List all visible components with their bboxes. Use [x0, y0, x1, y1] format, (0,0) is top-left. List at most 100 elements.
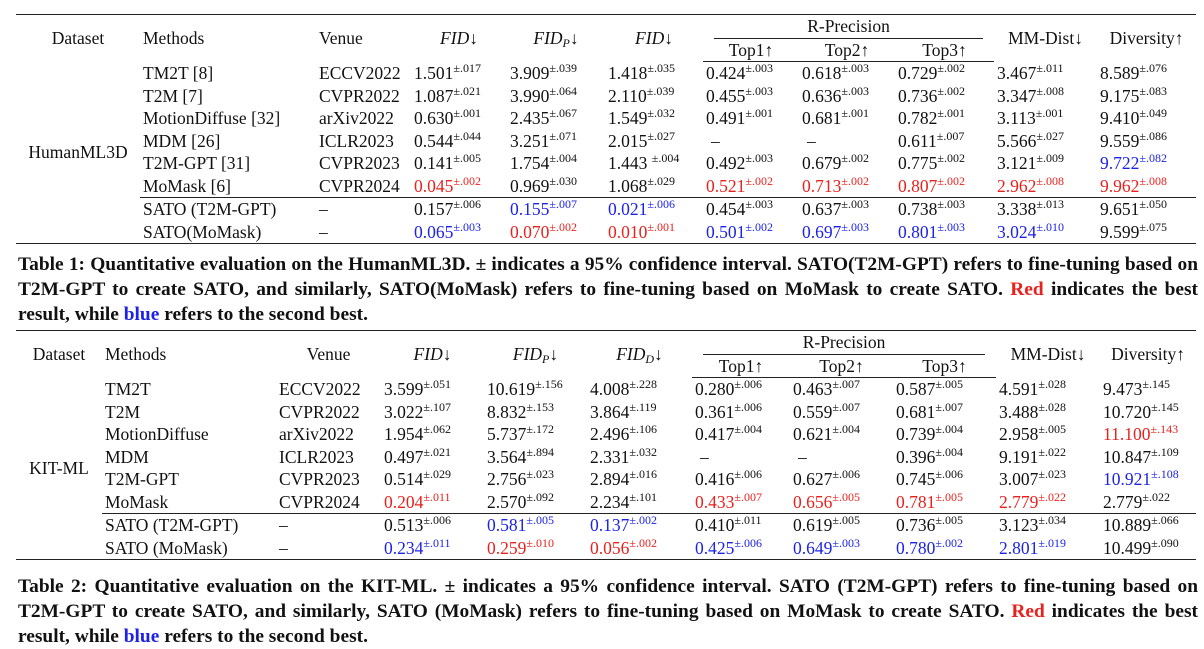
- metric-value: 0.234: [384, 537, 424, 558]
- fidd-arrow: ↓: [654, 344, 663, 364]
- method-cell: MDM: [105, 446, 149, 467]
- metric-cell: 1.087±.021: [411, 85, 507, 108]
- table-row: MoMask CVPR2024 0.204±.011 2.570±.092 2.234±…: [16, 491, 1196, 514]
- metric-cell: 0.021±.006: [605, 197, 703, 221]
- col-header-fidp: FIDP↓: [507, 14, 605, 62]
- metric-value: 1.501: [414, 62, 454, 83]
- metric-cell: 0.463±.007: [790, 378, 893, 401]
- metric-cell: 2.331±.032: [587, 446, 692, 469]
- metric-cell: 3.488±.028: [996, 401, 1100, 424]
- metric-cell: 0.619±.005: [790, 513, 893, 537]
- metric-cell: 9.722±.082: [1097, 152, 1196, 175]
- confidence-interval: ±.016: [629, 467, 657, 481]
- confidence-interval: ±.003: [937, 219, 965, 234]
- metric-cell: 0.697±.003: [799, 219, 895, 244]
- table-row: SATO (MoMask) –0.234±.011 0.259±.010 0.056±…: [16, 535, 1197, 560]
- caption1-red-word: Red: [1010, 279, 1044, 300]
- col-header-dataset: Dataset: [16, 330, 102, 378]
- venue-cell: ICLR2023: [279, 446, 354, 467]
- metric-value: 0.463: [793, 379, 833, 399]
- confidence-interval: ±.003: [841, 219, 869, 234]
- caption2-text-3: refers to the second best.: [164, 626, 368, 647]
- metric-cell: 3.467±.011: [994, 62, 1097, 85]
- metric-value: 3.123: [999, 515, 1039, 535]
- metric-cell: –: [703, 130, 799, 153]
- fid-label: FID↓: [413, 344, 452, 364]
- metric-value: 2.779: [1103, 491, 1143, 512]
- metric-value: 0.070: [510, 221, 550, 242]
- confidence-interval: ±.007: [935, 399, 963, 414]
- metric-value: 9.962: [1100, 175, 1140, 196]
- method-cell: SATO(MoMask): [140, 220, 316, 244]
- metric-value: 0.491: [706, 108, 746, 128]
- metric-cell: 0.157±.006: [411, 197, 507, 221]
- confidence-interval: ±.003: [453, 219, 481, 234]
- confidence-interval: ±.011: [1036, 60, 1064, 75]
- metric-cell: 4.008±.228: [587, 378, 692, 401]
- confidence-interval: ±.006: [453, 197, 481, 211]
- metric-cell: 9.473±.145: [1100, 378, 1196, 401]
- confidence-interval: ±.021: [423, 444, 451, 459]
- confidence-interval: ±.032: [647, 106, 675, 120]
- metric-value: 0.781: [896, 491, 936, 512]
- method-cell: T2M [7]: [143, 85, 203, 106]
- metric-cell: 0.581±.005: [484, 513, 587, 537]
- table-row: MotionDiffuse [32] arXiv2022 0.630±.001 2.4…: [16, 107, 1196, 130]
- metric-cell: 0.010±.001: [605, 220, 703, 244]
- metric-cell: 0.280±.006: [692, 378, 790, 401]
- metric-cell: 3.864±.119: [587, 401, 692, 424]
- metric-value: 0.736: [898, 85, 938, 106]
- fid-label: FID↓: [440, 28, 478, 48]
- metric-cell: 0.416±.006: [692, 468, 790, 491]
- metric-cell: 1.549±.032: [605, 107, 703, 130]
- metric-cell: 9.599±.075: [1097, 220, 1197, 244]
- confidence-interval: ±.035: [647, 60, 675, 75]
- metric-value: 2.496: [590, 424, 630, 444]
- confidence-interval: ±.010: [1036, 219, 1064, 234]
- table-humanml3d: Dataset Methods Venue FID↓ FIDP↓ FID↓ R-…: [16, 14, 1197, 244]
- fidp-arrow: ↓: [549, 344, 559, 364]
- metric-value: 0.424: [706, 63, 746, 83]
- metric-cell: 0.544±.044: [411, 130, 507, 153]
- confidence-interval: ±.153: [526, 399, 554, 414]
- table-row: SATO (T2M-GPT) –0.157±.006 0.155±.007 0.021…: [16, 197, 1197, 221]
- metric-value: 10.619: [487, 378, 536, 399]
- method-cell: MDM [26]: [143, 130, 221, 151]
- confidence-interval: ±.009: [1036, 151, 1064, 165]
- metric-value: 0.681: [896, 401, 936, 422]
- metric-value: 0.501: [706, 221, 746, 242]
- metric-value: 10.889: [1103, 515, 1152, 535]
- confidence-interval: ±.006: [935, 467, 963, 481]
- caption2-blue-word: blue: [123, 626, 160, 647]
- metric-cell: 10.921±.108: [1100, 468, 1196, 491]
- confidence-interval: ±.008: [1139, 173, 1167, 188]
- venue-cell: CVPR2022: [279, 401, 360, 422]
- dataset-cell: HumanML3D: [16, 61, 140, 244]
- confidence-interval: ±.051: [423, 376, 451, 391]
- metric-value: 3.113: [997, 108, 1036, 128]
- metric-value: 4.008: [590, 378, 630, 399]
- metric-value: –: [798, 446, 807, 467]
- metric-value: 0.630: [414, 108, 454, 128]
- metric-cell: 0.454±.003: [703, 197, 799, 221]
- metric-value: 4.591: [999, 378, 1039, 399]
- col-header-mmdist: MM-Dist↓: [996, 330, 1101, 378]
- metric-value: 0.141: [414, 153, 454, 173]
- metric-value: 0.775: [898, 153, 938, 173]
- confidence-interval: ±.011: [423, 535, 451, 550]
- metric-cell: 0.738±.003: [895, 197, 995, 221]
- metric-value: 0.736: [896, 515, 936, 535]
- confidence-interval: ±.064: [549, 83, 577, 98]
- confidence-interval: ±.002: [937, 151, 965, 165]
- venue-cell: CVPR2023: [279, 469, 360, 489]
- confidence-interval: ±.044: [453, 128, 481, 143]
- confidence-interval: ±.006: [734, 467, 762, 481]
- confidence-interval: ±.003: [745, 61, 773, 75]
- metric-cell: 1.418±.035: [605, 62, 703, 85]
- confidence-interval: ±.005: [1038, 422, 1066, 436]
- caption2-text: Table 2: Quantitative evaluation on the …: [18, 576, 1198, 622]
- confidence-interval: ±.004: [935, 422, 963, 436]
- confidence-interval: ±.006: [734, 399, 762, 414]
- confidence-interval: ±.003: [841, 83, 869, 98]
- confidence-interval: ±.002: [841, 173, 869, 188]
